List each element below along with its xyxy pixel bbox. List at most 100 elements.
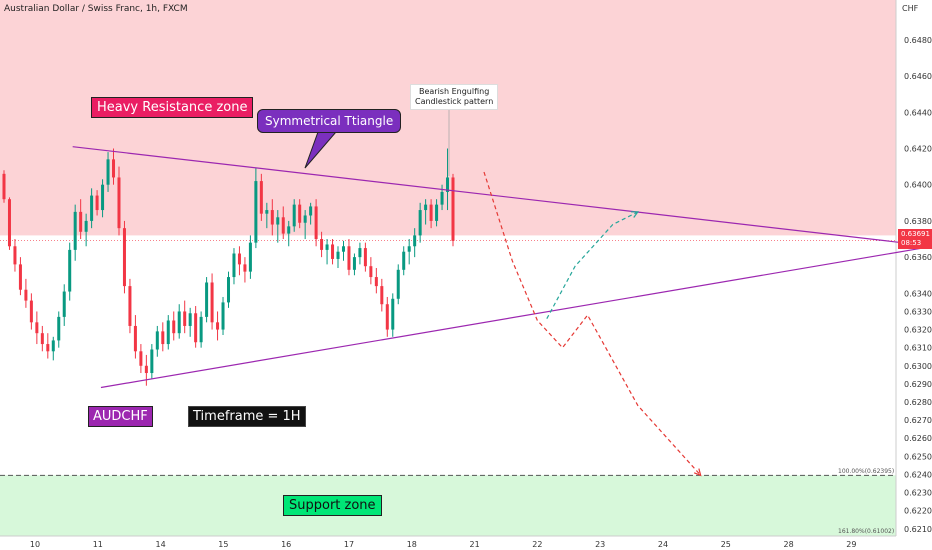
candle-body-2	[13, 246, 17, 265]
last-price-tag: 0.63691 08:53	[898, 229, 932, 249]
candle-body-37	[205, 282, 209, 317]
candle-body-13	[73, 211, 77, 250]
candle-body-65	[358, 248, 362, 258]
time-tick-label-8: 22	[532, 540, 542, 549]
candle-body-38	[210, 282, 214, 323]
candle-body-11	[62, 291, 66, 317]
time-tick-label-2: 14	[156, 540, 166, 549]
candle-body-62	[341, 246, 345, 252]
candle-body-18	[101, 184, 105, 211]
candle-body-28	[155, 331, 159, 350]
time-tick-label-7: 21	[470, 540, 480, 549]
candle-body-3	[18, 264, 22, 290]
candle-body-12	[68, 249, 72, 292]
candle-body-33	[183, 311, 187, 326]
candle-body-30	[166, 320, 170, 345]
candle-body-8	[46, 344, 50, 352]
candle-body-35	[194, 313, 198, 343]
candle-note-line2: Candlestick pattern	[415, 97, 494, 106]
candle-body-54	[298, 204, 302, 223]
candle-body-6	[35, 322, 39, 334]
time-tick-label-10: 24	[658, 540, 668, 549]
triangle-lower-line	[100, 245, 932, 389]
fib-100-label: 100.00%(0.62395)	[838, 468, 895, 475]
symbol-label: AUDCHF	[88, 406, 153, 427]
candle-body-42	[232, 253, 236, 278]
price-tick-label-20: 0.62100	[904, 525, 932, 534]
time-tick-label-4: 16	[281, 540, 291, 549]
candle-body-64	[352, 257, 356, 270]
candle-body-9	[51, 340, 55, 352]
time-tick-label-13: 29	[846, 540, 856, 549]
candle-body-43	[237, 253, 241, 265]
candle-body-80	[440, 191, 444, 205]
candle-body-66	[363, 248, 367, 267]
candle-body-55	[303, 215, 307, 223]
candle-body-40	[221, 302, 225, 330]
candle-body-48	[265, 210, 269, 214]
candle-body-20	[112, 159, 116, 178]
candle-body-41	[226, 277, 231, 303]
candle-body-19	[106, 159, 110, 185]
candle-body-25	[139, 351, 143, 366]
candle-body-73	[402, 251, 406, 270]
support-zone	[0, 475, 896, 536]
candle-body-58	[320, 239, 324, 250]
candle-body-36	[199, 316, 203, 343]
candle-body-49	[270, 210, 274, 225]
candle-body-75	[413, 235, 417, 247]
candle-body-61	[336, 251, 340, 259]
resistance-zone-label: Heavy Resistance zone	[91, 97, 254, 118]
candle-body-53	[292, 204, 296, 227]
candle-body-72	[396, 269, 400, 299]
last-price-value: 0.63691	[901, 230, 930, 238]
bar-countdown: 08:53	[901, 239, 922, 247]
candle-body-27	[150, 349, 154, 374]
candle-body-7	[40, 333, 44, 345]
time-tick-label-1: 11	[93, 540, 103, 549]
chart-header-title: Australian Dollar / Swiss Franc, 1h, FXC…	[4, 4, 188, 14]
candle-body-10	[57, 316, 61, 341]
candle-body-57	[314, 206, 318, 240]
currency-unit: CHF	[902, 4, 919, 13]
candle-body-45	[248, 242, 252, 272]
pattern-callout: Symmetrical Ttiangle	[257, 109, 402, 133]
candle-body-78	[429, 204, 433, 221]
candle-body-71	[391, 298, 395, 330]
candle-body-70	[385, 304, 389, 330]
bearish-projection-path	[483, 171, 702, 476]
candle-body-14	[79, 211, 83, 232]
candle-body-15	[84, 220, 88, 232]
retest-projection-arrowhead	[630, 211, 640, 218]
candle-body-76	[418, 210, 422, 236]
candle-body-26	[144, 365, 148, 374]
candle-body-69	[380, 286, 384, 305]
candle-body-52	[287, 226, 291, 234]
fib-161-label: 161.80%(0.61002)	[838, 528, 895, 535]
candle-body-39	[216, 322, 220, 330]
candle-body-63	[347, 246, 351, 270]
candle-body-46	[254, 181, 258, 243]
candle-body-79	[435, 204, 439, 221]
time-tick-label-11: 25	[721, 540, 731, 549]
candle-body-23	[128, 286, 132, 326]
candle-body-68	[374, 277, 378, 287]
candle-body-60	[331, 244, 335, 259]
